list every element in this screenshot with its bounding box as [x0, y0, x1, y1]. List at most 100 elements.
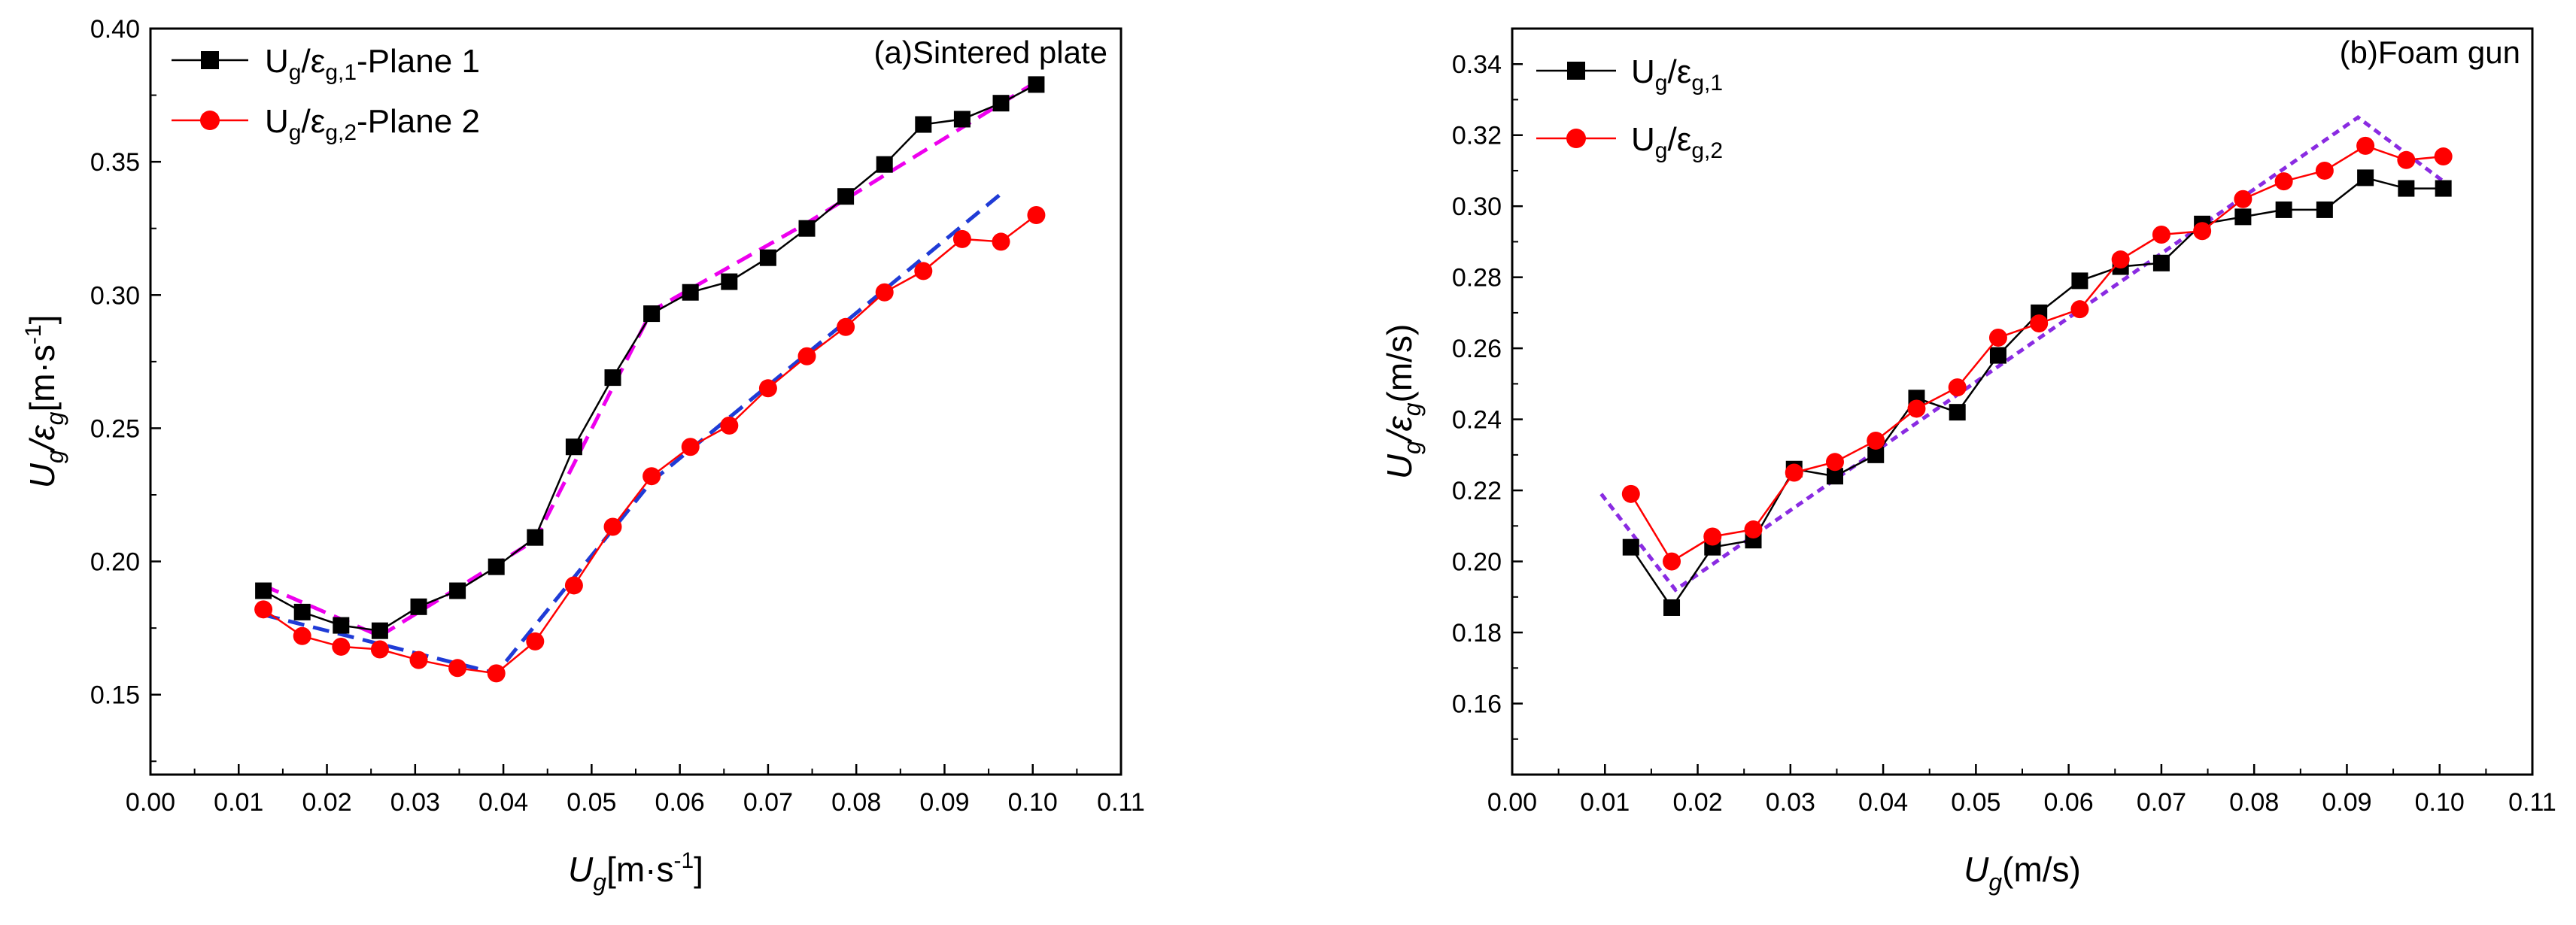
series-1-point: [2275, 201, 2292, 218]
series-2-point: [1621, 484, 1640, 503]
series-1-point: [449, 582, 466, 599]
series-1-point: [1028, 76, 1045, 93]
series-1-point: [992, 95, 1010, 112]
series-2-point: [1744, 520, 1763, 539]
legend-marker-square: [1567, 62, 1585, 80]
series-1-point: [2435, 180, 2452, 197]
series-1-line: [263, 83, 1037, 632]
legend-2-sub1: g: [289, 120, 302, 145]
y-tick-label: 0.30: [90, 281, 140, 310]
series-2-point: [2152, 225, 2170, 244]
series-2-point: [1703, 527, 1722, 546]
series-2-point: [1867, 431, 1885, 450]
svg-text:Ug/εg,1-Plane 1: Ug/εg,1-Plane 1: [265, 43, 480, 85]
series-2-point: [564, 576, 583, 595]
x-tick-label: 0.02: [1672, 788, 1722, 817]
panel-b-y-axis-title: Ug/εg(m/s): [1380, 324, 1426, 480]
series-1-point: [1949, 404, 1966, 421]
x-tick-label: 0.04: [478, 788, 528, 817]
legend-b2-sub1: g: [1655, 138, 1668, 163]
series-2-point: [526, 632, 545, 651]
series-2-point: [1785, 463, 1803, 482]
legend-1-sub2: g,1: [325, 60, 357, 85]
x-tick-label: 0.06: [655, 788, 705, 817]
series-2-point: [2111, 250, 2130, 269]
series-2-point: [448, 659, 467, 678]
legend-entry-plane-1: Ug/εg,1-Plane 1: [172, 43, 480, 85]
series-1-point: [1989, 347, 2006, 364]
x-tick-label: 0.00: [1487, 788, 1537, 817]
series-1-point: [2234, 208, 2252, 226]
series-2-point: [2193, 222, 2212, 241]
panel-b-title: (b)Foam gun: [2340, 35, 2520, 70]
series-2-point: [720, 416, 739, 435]
legend-entry-ug-eg2: Ug/εg,2: [1536, 121, 1723, 163]
legend-marker-circle: [200, 111, 220, 130]
series-1-point: [2071, 272, 2088, 290]
legend-b2-sub2: g,2: [1691, 138, 1723, 163]
series-2-point: [293, 626, 311, 645]
series-1-point: [876, 156, 893, 173]
x-tick-label: 0.07: [743, 788, 793, 817]
series-2-point: [2315, 161, 2334, 180]
x-tick-label: 0.09: [2322, 788, 2371, 817]
x-tick-label: 0.11: [2508, 788, 2556, 817]
series-2-point: [2434, 147, 2453, 166]
panel-b-legend: Ug/εg,1 Ug/εg,2: [1536, 53, 1723, 163]
legend-2-sub2: g,2: [325, 120, 357, 145]
legend-b1-sub1: g: [1655, 71, 1668, 96]
series-1-point: [2152, 254, 2170, 271]
series-1-point: [604, 369, 621, 387]
series-1-point: [721, 273, 738, 290]
panel-b-plot-frame: [1511, 27, 2534, 776]
series-2-point: [1825, 453, 1844, 472]
series-2-point: [603, 517, 622, 536]
x-tick-label: 0.03: [390, 788, 440, 817]
legend-entry-ug-eg1: Ug/εg,1: [1536, 53, 1723, 96]
x-tick-label: 0.05: [567, 788, 616, 817]
svg-text:Ug/εg,2-Plane 2: Ug/εg,2-Plane 2: [265, 103, 480, 145]
series-2-point: [952, 229, 971, 248]
x-tick-label: 0.04: [1858, 788, 1908, 817]
y-tick-label: 0.22: [1452, 477, 1502, 505]
y-tick-label: 0.34: [1452, 50, 1502, 79]
fit-plane-2: [263, 192, 1003, 676]
y-tick-label: 0.24: [1452, 406, 1502, 435]
legend-2-main: U: [265, 103, 289, 140]
series-2-point: [2070, 300, 2089, 319]
x-tick-label: 0.07: [2137, 788, 2186, 817]
x-tick-label: 0.09: [919, 788, 969, 817]
y-tick-label: 0.28: [1452, 264, 1502, 293]
legend-2-mid: /ε: [301, 103, 325, 140]
series-1-point: [333, 617, 350, 634]
series-1-point: [2316, 201, 2333, 218]
x-tick-label: 0.10: [1008, 788, 1058, 817]
legend-b2-main: U: [1631, 121, 1655, 158]
series-1-point: [798, 220, 816, 237]
x-tick-label: 0.08: [831, 788, 881, 817]
series-2-point: [837, 317, 855, 336]
y-tick-label: 0.20: [1452, 548, 1502, 577]
series-2-point: [409, 651, 428, 669]
series-2-point: [487, 664, 506, 683]
svg-text:Ug/εg,2: Ug/εg,2: [1631, 121, 1723, 163]
fit-plane-1: [263, 80, 1037, 638]
series-2-point: [914, 262, 933, 281]
series-1-point: [759, 249, 776, 266]
panel-a-y-tick-labels: 0.15 0.20 0.25 0.30 0.35 0.40: [90, 15, 140, 710]
series-1-point: [953, 111, 971, 128]
series-2-point: [2234, 190, 2252, 208]
series-1-point: [527, 529, 544, 546]
x-tick-label: 0.00: [126, 788, 175, 817]
panel-b-foam-gun: 0.00 0.01 0.02 0.03 0.04 0.05 0.06 0.07 0.08 0.09…: [1380, 27, 2556, 896]
panel-a-fit-lines: [263, 80, 1037, 676]
x-tick-label: 0.01: [1580, 788, 1630, 817]
series-1-point: [2357, 169, 2374, 187]
legend-marker-square: [201, 51, 219, 69]
legend-1-main: U: [265, 43, 289, 80]
legend-b2-mid: /ε: [1667, 121, 1691, 158]
legend-marker-circle: [1566, 129, 1586, 148]
series-1-point: [1663, 599, 1681, 616]
series-2-point: [332, 637, 351, 656]
